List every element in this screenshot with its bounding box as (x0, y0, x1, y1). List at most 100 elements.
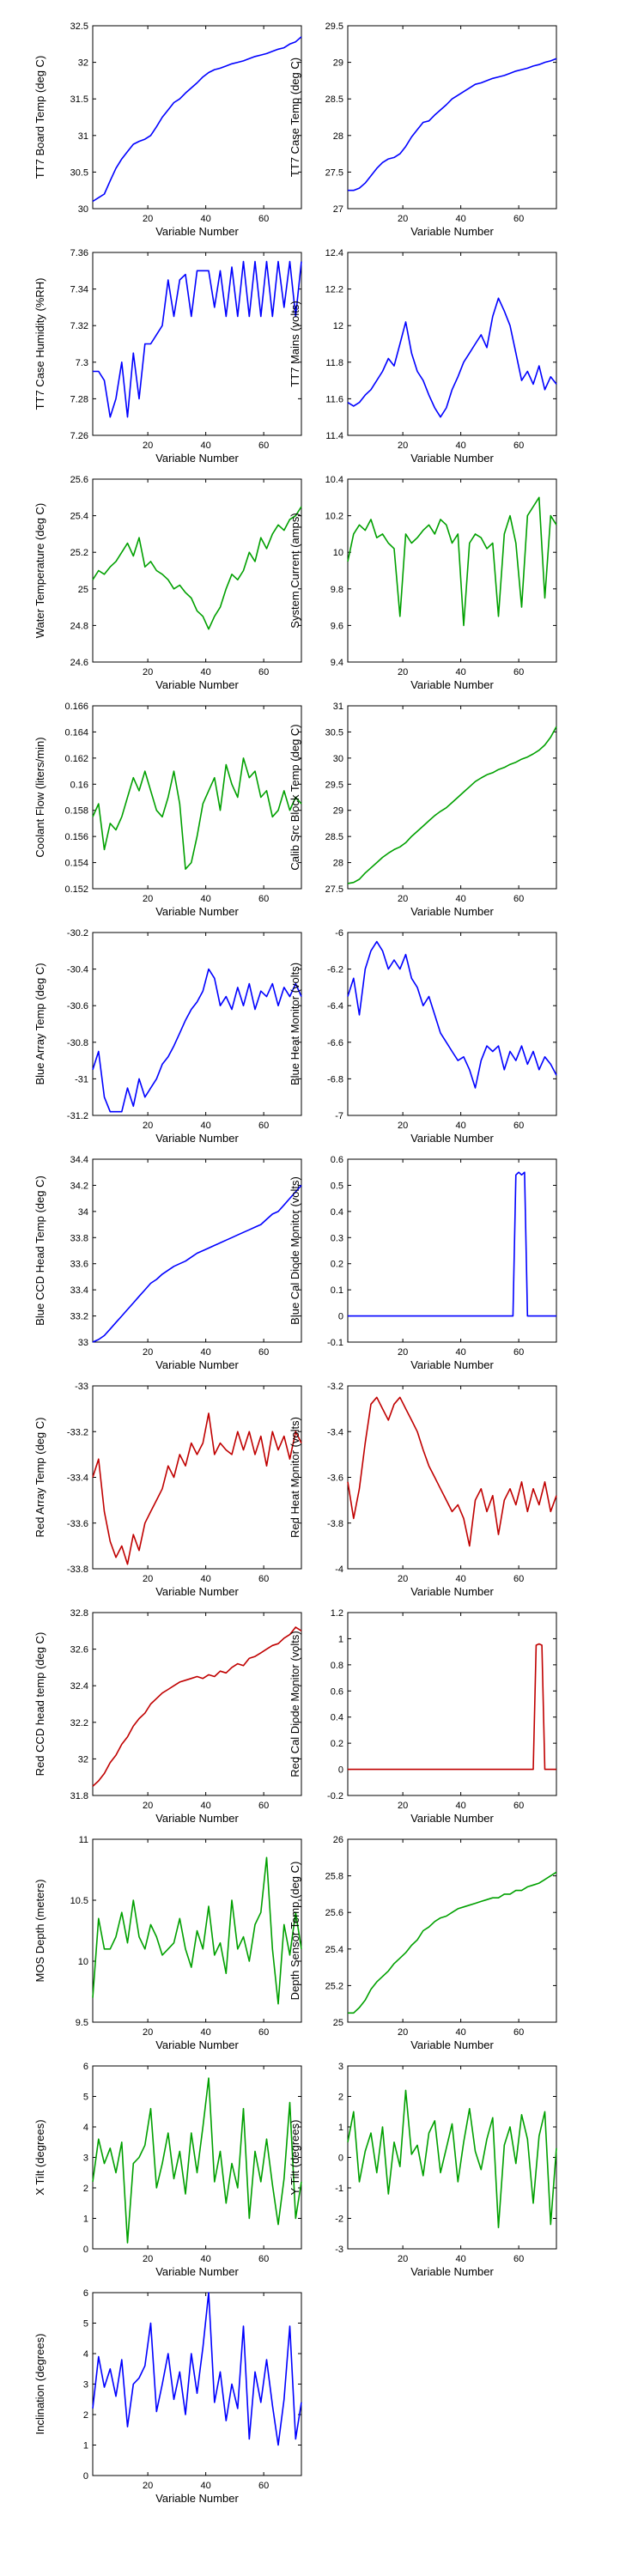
y-tick-label: 0.158 (64, 806, 88, 817)
y-tick-label: 33.2 (70, 1312, 88, 1322)
series-line (92, 2292, 302, 2446)
y-axis-label: Red CCD head temp (deg C) (33, 1632, 46, 1777)
x-tick-label: 40 (201, 2254, 211, 2264)
x-axis-label: Variable Number (155, 2038, 239, 2051)
y-tick-label: 9.5 (76, 2018, 88, 2028)
x-tick-label: 40 (456, 214, 466, 224)
y-tick-label: -33.8 (67, 1564, 88, 1575)
y-tick-label: 29.5 (325, 780, 343, 790)
y-tick-label: 0.2 (331, 1739, 343, 1749)
series-line (92, 1184, 302, 1343)
y-axis-label: Inclination (degrees) (33, 2334, 46, 2435)
x-axis-label: Variable Number (410, 905, 494, 918)
y-tick-label: -30.4 (67, 965, 88, 975)
y-axis-label: Red Array Temp (deg C) (33, 1418, 46, 1538)
y-tick-label: 33 (78, 1338, 88, 1348)
y-tick-label: 9.4 (331, 658, 343, 668)
plot-area (347, 25, 557, 210)
x-tick-label: 40 (456, 2027, 466, 2038)
y-tick-label: 32 (78, 58, 88, 69)
chart-panel: -7 -6.8 -6.6 -6.4 -6.2 -6 20 40 60 Variable Numbe… (289, 928, 557, 1145)
y-axis-label: MOS Depth (meters) (33, 1880, 46, 1983)
x-axis-label: Variable Number (155, 1132, 239, 1145)
series-line (92, 2077, 302, 2244)
chart-panel: -31.2 -31 -30.8 -30.6 -30.4 -30.2 20 40 60 Variab… (33, 928, 302, 1145)
x-tick-label: 40 (456, 1121, 466, 1131)
y-tick-label: 33.4 (70, 1285, 88, 1296)
plot-area (347, 252, 557, 436)
y-tick-label: 24.8 (70, 621, 88, 631)
y-tick-label: -33 (75, 1382, 88, 1392)
x-tick-label: 20 (143, 2027, 153, 2038)
y-tick-label: 25.2 (325, 1981, 343, 1991)
y-axis-label: TT7 Board Temp (deg C) (33, 56, 46, 179)
y-tick-label: 1 (83, 2215, 88, 2225)
x-tick-label: 40 (201, 214, 211, 224)
y-tick-label: 34.4 (70, 1155, 88, 1165)
y-tick-label: 28 (333, 131, 343, 142)
x-tick-label: 40 (456, 1347, 466, 1358)
plot-area (347, 932, 557, 1116)
y-tick-label: 11.4 (325, 431, 343, 441)
y-tick-label: 0.16 (70, 780, 88, 790)
plot-area (347, 2065, 557, 2250)
y-tick-label: 30.5 (325, 727, 343, 738)
chart-panel: -0.2 0 0.2 0.4 0.6 0.8 1 1.2 20 40 60 Variable Numb… (289, 1608, 557, 1825)
chart-panel: 9.5 10 10.5 11 20 40 60 Variable Number MOS Dept… (33, 1835, 302, 2051)
y-tick-label: 0 (338, 1765, 343, 1776)
x-tick-label: 20 (398, 667, 408, 677)
x-tick-label: 20 (143, 2254, 153, 2264)
y-tick-label: 32.8 (70, 1608, 88, 1619)
y-axis-label: Water Temperature (deg C) (33, 503, 46, 639)
x-tick-label: 20 (398, 2027, 408, 2038)
y-tick-label: 29 (333, 58, 343, 69)
x-axis-label: Variable Number (155, 452, 239, 465)
y-tick-label: 0.164 (64, 727, 88, 738)
x-axis-label: Variable Number (410, 678, 494, 691)
x-tick-label: 20 (143, 214, 153, 224)
chart-panel: 24.6 24.8 25 25.2 25.4 25.6 20 40 60 Variable Num… (33, 475, 302, 691)
y-tick-label: 3 (338, 2062, 343, 2072)
y-tick-label: 1 (83, 2441, 88, 2451)
y-tick-label: -4 (335, 1564, 343, 1575)
y-tick-label: 0.4 (331, 1713, 343, 1723)
chart-panel: 30 30.5 31 31.5 32 32.5 20 40 60 Variable Number T… (33, 21, 302, 238)
x-tick-label: 20 (398, 1347, 408, 1358)
y-axis-label: Depth Sensor Temp (deg C) (289, 1862, 301, 2001)
y-tick-label: 30.5 (70, 167, 88, 178)
y-tick-label: -6.2 (327, 965, 343, 975)
chart-panel: 11.4 11.6 11.8 12 12.2 12.4 20 40 60 Variable Num… (289, 248, 557, 465)
x-tick-label: 60 (513, 1121, 524, 1131)
series-line (92, 36, 302, 203)
x-tick-label: 20 (143, 440, 153, 451)
y-tick-label: 12 (333, 321, 343, 331)
x-tick-label: 60 (513, 440, 524, 451)
y-axis-label: Blue CCD Head Temp (deg C) (33, 1176, 46, 1326)
chart-panel: 33 33.2 33.4 33.6 33.8 34 34.2 34.4 20 40 60 Variab… (33, 1155, 302, 1371)
plot-area (92, 705, 302, 890)
y-tick-label: 0 (83, 2245, 88, 2255)
y-tick-label: 2 (338, 2093, 343, 2103)
y-tick-label: 0.156 (64, 832, 88, 842)
x-axis-label: Variable Number (155, 678, 239, 691)
y-tick-label: -30.2 (67, 928, 88, 939)
x-tick-label: 40 (456, 1574, 466, 1584)
y-tick-label: 34 (78, 1207, 88, 1218)
y-axis-label: Red Heat Monitor (volts) (289, 1417, 301, 1538)
y-tick-label: 29 (333, 806, 343, 817)
series-line (347, 726, 557, 884)
x-tick-label: 20 (143, 1801, 153, 1811)
x-tick-label: 60 (258, 440, 269, 451)
y-tick-label: 0 (338, 2154, 343, 2164)
plot-area (92, 932, 302, 1116)
y-tick-label: 32.2 (70, 1718, 88, 1728)
y-tick-label: -6.8 (327, 1074, 343, 1084)
chart-panel: 27 27.5 28 28.5 29 29.5 20 40 60 Variable Number T… (289, 21, 557, 238)
x-tick-label: 20 (143, 2481, 153, 2491)
chart-panel: 0.152 0.154 0.156 0.158 0.16 0.162 0.164 0.166 2… (33, 702, 302, 918)
x-tick-label: 20 (398, 1121, 408, 1131)
chart-panel: -3 -2 -1 0 1 2 3 20 40 60 Variable Number Y Tilt (d… (289, 2062, 557, 2278)
y-tick-label: 32 (78, 1754, 88, 1765)
y-tick-label: 10 (333, 548, 343, 558)
